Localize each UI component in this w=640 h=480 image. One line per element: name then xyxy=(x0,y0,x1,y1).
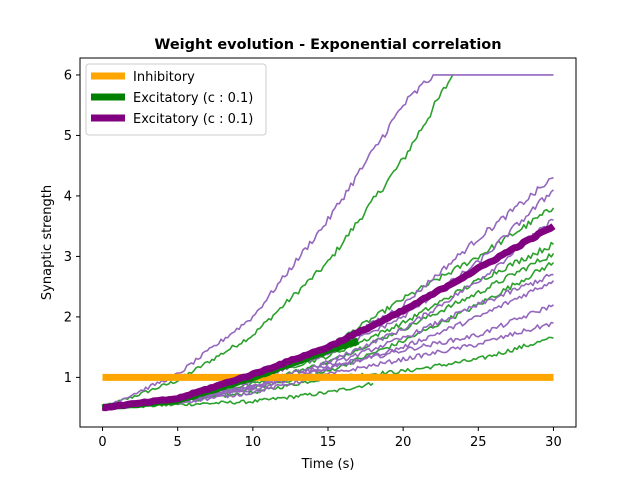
x-tick-label: 30 xyxy=(545,435,562,450)
chart-title: Weight evolution - Exponential correlati… xyxy=(154,37,501,53)
legend-label: Excitatory (c : 0.1) xyxy=(133,112,253,127)
y-tick-label: 2 xyxy=(64,310,72,325)
x-tick-label: 5 xyxy=(174,435,182,450)
x-tick-label: 25 xyxy=(470,435,487,450)
y-tick-label: 6 xyxy=(64,68,72,83)
legend-label: Excitatory (c : 0.1) xyxy=(133,91,253,106)
legend-box xyxy=(85,63,267,136)
x-tick-label: 10 xyxy=(245,435,262,450)
ticks-layer: 0 5 10 15 20 25 30 1 2 3 4 5 6 xyxy=(64,68,562,450)
legend: Inhibitory Excitatory (c : 0.1) Excitatory… xyxy=(85,63,267,136)
x-axis-label: Time (s) xyxy=(301,457,355,472)
x-tick-label: 20 xyxy=(395,435,412,450)
mean-line-excitatory_2 xyxy=(101,223,556,412)
y-tick-label: 3 xyxy=(64,250,72,265)
x-tick-label: 0 xyxy=(98,435,106,450)
trace-line-excitatory_1-0 xyxy=(102,74,454,409)
trace-line-excitatory_2-7 xyxy=(102,74,554,408)
y-tick-label: 4 xyxy=(64,189,72,204)
x-tick-label: 15 xyxy=(320,435,337,450)
y-axis-label: Synaptic strength xyxy=(40,185,55,300)
y-tick-label: 1 xyxy=(64,371,72,386)
series-layer xyxy=(101,74,556,412)
legend-items: Inhibitory Excitatory (c : 0.1) Excitatory… xyxy=(91,70,253,127)
y-tick-label: 5 xyxy=(64,129,72,144)
legend-label: Inhibitory xyxy=(133,70,195,85)
